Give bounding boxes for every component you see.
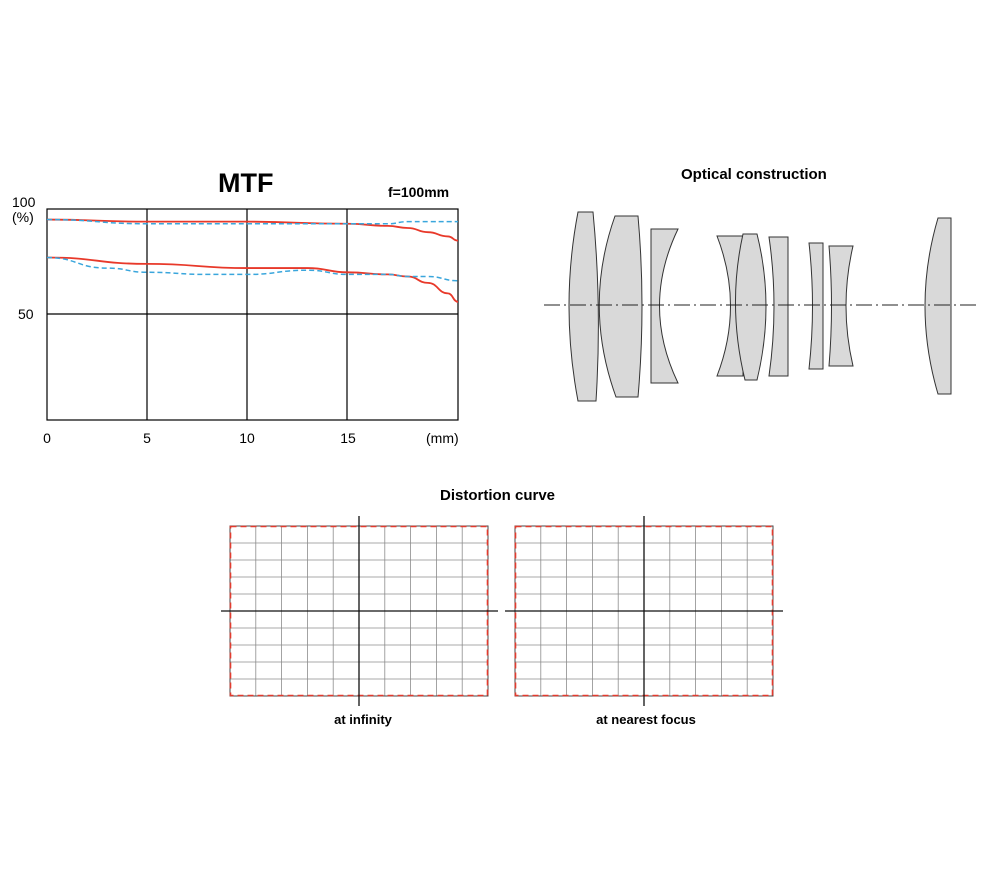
lens-element-3 (650, 228, 679, 384)
lens-element-9 (924, 217, 952, 395)
y-tick-50: 50 (18, 306, 34, 322)
x-tick-10: 10 (239, 430, 255, 446)
y-axis-unit: (%) (12, 209, 34, 225)
mtf-focal-length: f=100mm (388, 184, 450, 200)
lens-element-7 (808, 242, 824, 370)
lens-element-4 (716, 235, 744, 377)
optical-construction-title: Optical construction (681, 166, 827, 183)
distortion-grid-infinity (221, 516, 498, 706)
caption-at-nearest-focus: at nearest focus (596, 712, 696, 727)
mtf-chart (46, 208, 459, 421)
lens-element-2 (598, 215, 643, 398)
lens-element-1 (568, 211, 599, 402)
mtf-series-2-dashed (46, 218, 458, 225)
distortion-title: Distortion curve (440, 487, 556, 504)
optical-diagram (568, 211, 952, 402)
lens-element-8 (828, 245, 854, 367)
lens-element-5 (734, 233, 767, 381)
mtf-series-3-solid (46, 256, 459, 303)
distortion-grid-nearest-focus (505, 516, 783, 706)
y-tick-100: 100 (12, 194, 36, 210)
mtf-title: MTF (218, 168, 274, 198)
mtf-series-group (46, 218, 459, 303)
caption-at-infinity: at infinity (334, 712, 392, 727)
mtf-series-4-dashed (46, 256, 459, 282)
x-axis-unit: (mm) (426, 430, 459, 446)
x-tick-5: 5 (143, 430, 151, 446)
mtf-series-1-solid (46, 218, 459, 242)
x-tick-15: 15 (340, 430, 356, 446)
x-tick-0: 0 (43, 430, 51, 446)
lens-element-6 (768, 236, 789, 377)
